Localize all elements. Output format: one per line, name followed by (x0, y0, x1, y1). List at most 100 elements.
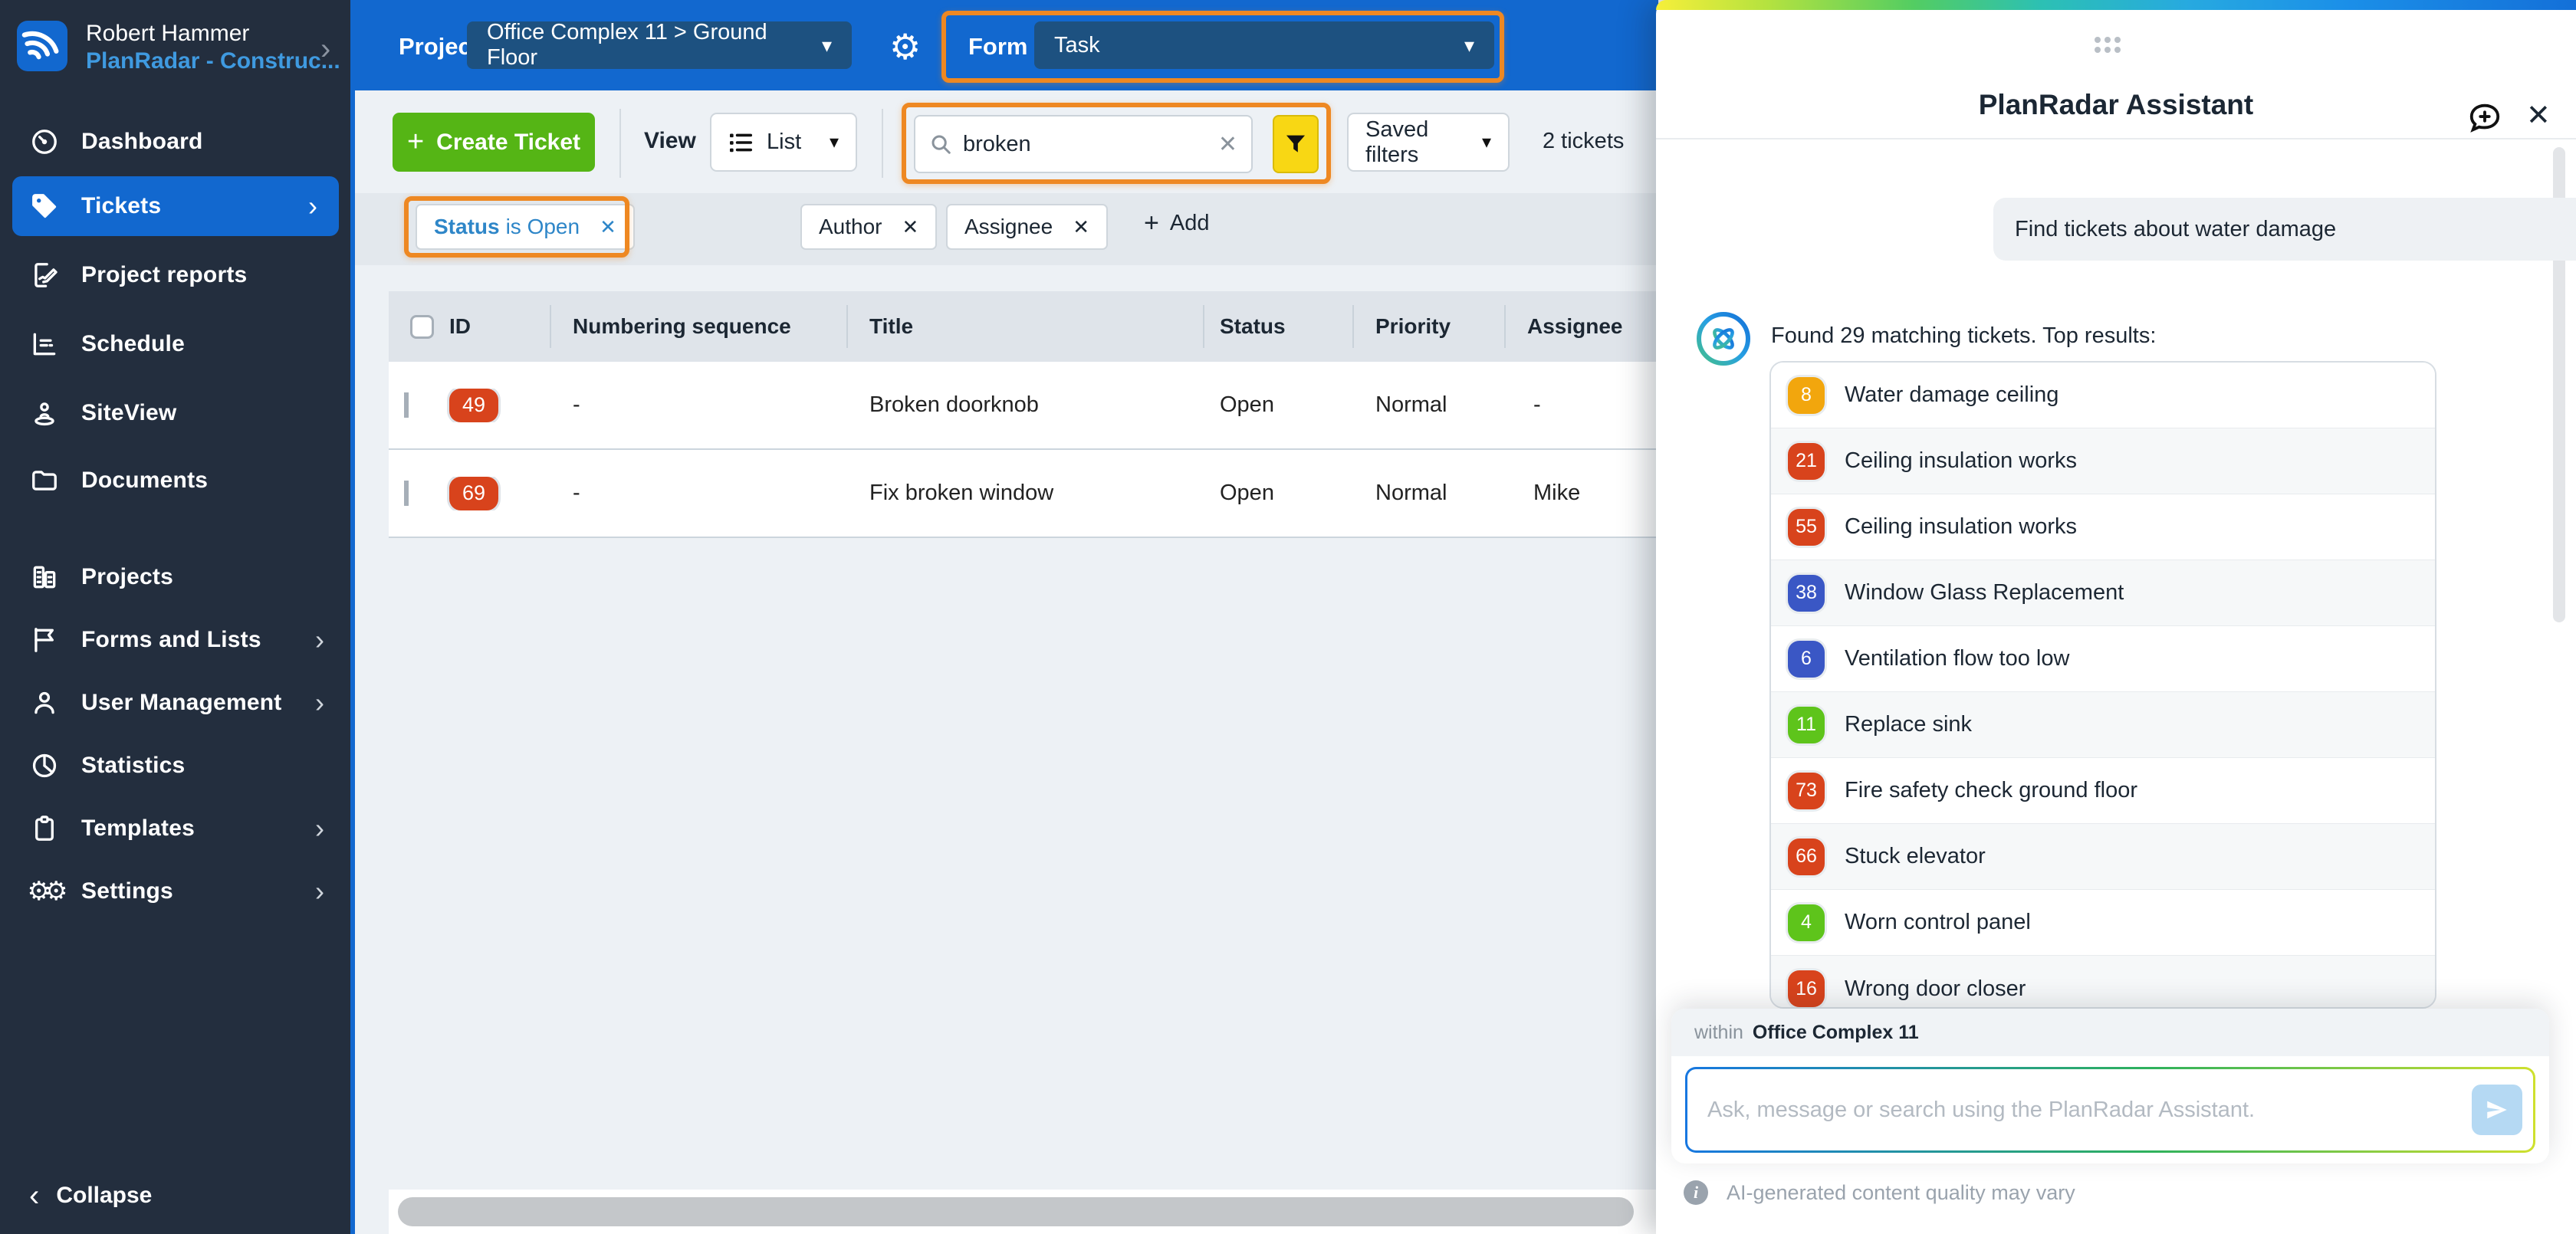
toolbar-divider (619, 109, 621, 178)
projects-icon (29, 562, 60, 592)
assistant-context-row[interactable]: within Office Complex 11 (1671, 1009, 2549, 1056)
project-settings-gear-icon[interactable]: ⚙ (889, 27, 922, 67)
ticket-title: Ceiling insulation works (1845, 514, 2078, 539)
sidebar-item-label: Documents (81, 468, 209, 493)
ai-disclaimer-text: AI-generated content quality may vary (1727, 1180, 2075, 1204)
planradar-logo-icon (17, 21, 67, 71)
column-header-assignee[interactable]: Assignee (1527, 314, 1623, 338)
saved-filters-label: Saved filters (1365, 117, 1429, 167)
panel-drag-handle[interactable] (2095, 37, 2121, 53)
sidebar-item-user-management[interactable]: User Management › (0, 671, 350, 734)
column-header-title[interactable]: Title (848, 305, 1204, 348)
sidebar-item-dashboard[interactable]: Dashboard (0, 110, 350, 173)
result-row[interactable]: 38 Window Glass Replacement (1771, 560, 2435, 626)
remove-filter-icon[interactable]: ✕ (600, 215, 616, 238)
column-header-id[interactable]: ID (438, 305, 551, 348)
assistant-message-input[interactable] (1707, 1097, 2472, 1123)
result-row[interactable]: 73 Fire safety check ground floor (1771, 758, 2435, 824)
result-row[interactable]: 6 Ventilation flow too low (1771, 626, 2435, 692)
view-mode-dropdown[interactable]: List ▾ (710, 113, 857, 172)
result-row[interactable]: 66 Stuck elevator (1771, 824, 2435, 890)
filter-chip-author[interactable]: Author ✕ (800, 204, 938, 250)
dashboard-icon (29, 126, 60, 157)
ticket-id-badge: 8 (1788, 376, 1825, 414)
search-icon (932, 135, 951, 154)
sidebar-item-project-reports[interactable]: Project reports (0, 244, 350, 307)
column-header-priority[interactable]: Priority (1354, 305, 1506, 348)
panel-scrollbar-thumb[interactable] (2553, 147, 2565, 622)
ticket-id-badge: 6 (1788, 640, 1825, 678)
filter-chip-assignee[interactable]: Assignee ✕ (946, 204, 1108, 250)
sidebar-item-siteview[interactable]: SiteView (0, 382, 350, 445)
caret-down-icon: ▾ (829, 132, 839, 153)
table-row[interactable]: 49 - Broken doorknob Open Normal - (389, 362, 1740, 450)
sidebar-item-forms-and-lists[interactable]: Forms and Lists › (0, 609, 350, 671)
templates-icon (29, 813, 60, 844)
cell-numbering: - (573, 392, 580, 417)
project-selector-value: Office Complex 11 > Ground Floor (487, 20, 767, 70)
row-checkbox[interactable] (404, 481, 409, 506)
sidebar-item-statistics[interactable]: Statistics (0, 734, 350, 797)
assistant-results-list: 8 Water damage ceiling 21 Ceiling insula… (1769, 361, 2436, 1009)
column-header-status[interactable]: Status (1204, 305, 1354, 348)
user-name: Robert Hammer (86, 21, 250, 46)
select-all-checkbox[interactable] (410, 314, 434, 339)
table-row[interactable]: 69 - Fix broken window Open Normal Mike (389, 450, 1740, 538)
row-checkbox[interactable] (404, 392, 409, 418)
remove-filter-icon[interactable]: ✕ (1073, 215, 1089, 238)
paper-plane-icon (2487, 1101, 2507, 1119)
cell-title: Fix broken window (869, 481, 1054, 505)
ticket-title: Wrong door closer (1845, 976, 2026, 1001)
result-row[interactable]: 8 Water damage ceiling (1771, 363, 2435, 428)
filter-field: Status (434, 215, 500, 238)
ticket-title: Ceiling insulation works (1845, 448, 2078, 473)
sidebar-accent-line (350, 0, 355, 1234)
account-switcher[interactable]: Robert Hammer PlanRadar - Construc... › (0, 0, 350, 92)
sidebar-item-label: Dashboard (81, 129, 203, 154)
horizontal-scrollbar-thumb[interactable] (398, 1197, 1634, 1226)
form-selector-dropdown[interactable]: Task ▾ (1034, 21, 1494, 69)
new-chat-icon[interactable] (2467, 100, 2502, 135)
ticket-title: Water damage ceiling (1845, 382, 2059, 407)
saved-filters-dropdown[interactable]: Saved filters ▾ (1347, 113, 1510, 172)
settings-icon: ⚙⚙ (27, 877, 68, 906)
filter-chip-status[interactable]: Status is Open ✕ (416, 204, 635, 250)
remove-filter-icon[interactable]: ✕ (902, 215, 919, 238)
result-row[interactable]: 55 Ceiling insulation works (1771, 494, 2435, 560)
result-row[interactable]: 11 Replace sink (1771, 692, 2435, 758)
sidebar-item-documents[interactable]: Documents (0, 449, 350, 512)
cell-priority: Normal (1375, 392, 1447, 417)
user-management-icon (29, 688, 60, 718)
toolbar-divider (882, 109, 883, 178)
assistant-footer: i AI-generated content quality may vary (1684, 1180, 2075, 1205)
ticket-id-badge: 16 (1788, 970, 1825, 1007)
ticket-id-badge[interactable]: 69 (449, 476, 498, 510)
result-row[interactable]: 4 Worn control panel (1771, 890, 2435, 956)
close-icon[interactable]: ✕ (2526, 100, 2551, 132)
tickets-icon (29, 191, 60, 222)
result-row[interactable]: 21 Ceiling insulation works (1771, 428, 2435, 494)
sidebar-item-projects[interactable]: Projects (0, 546, 350, 609)
context-project-name: Office Complex 11 (1752, 1021, 1919, 1043)
sidebar-item-label: User Management (81, 690, 282, 715)
sidebar-item-templates[interactable]: Templates › (0, 797, 350, 860)
column-header-numbering[interactable]: Numbering sequence (551, 305, 848, 348)
project-selector-dropdown[interactable]: Office Complex 11 > Ground Floor ▾ (467, 20, 852, 70)
sidebar-item-tickets[interactable]: Tickets › (12, 176, 339, 236)
add-filter-button[interactable]: + Add (1144, 208, 1209, 238)
ticket-id-badge[interactable]: 49 (449, 388, 498, 422)
assistant-panel: PlanRadar Assistant ✕ Find tickets about… (1656, 0, 2576, 1234)
ticket-search-input[interactable] (963, 131, 1201, 157)
clear-search-icon[interactable]: ✕ (1217, 131, 1237, 157)
sidebar-item-schedule[interactable]: Schedule (0, 313, 350, 376)
tickets-table: ID Numbering sequence Title Status Prior… (389, 291, 1740, 538)
ticket-id-badge: 73 (1788, 772, 1825, 809)
sidebar-collapse-button[interactable]: ‹ Collapse (29, 1171, 152, 1220)
send-button[interactable] (2472, 1085, 2522, 1135)
create-ticket-button[interactable]: + Create Ticket (393, 113, 595, 172)
filter-funnel-button[interactable] (1273, 115, 1319, 173)
chevron-right-icon: › (315, 875, 324, 907)
result-row[interactable]: 16 Wrong door closer (1771, 956, 2435, 1007)
sidebar-item-label: Statistics (81, 753, 186, 778)
sidebar-item-settings[interactable]: ⚙⚙ Settings › (0, 860, 350, 923)
